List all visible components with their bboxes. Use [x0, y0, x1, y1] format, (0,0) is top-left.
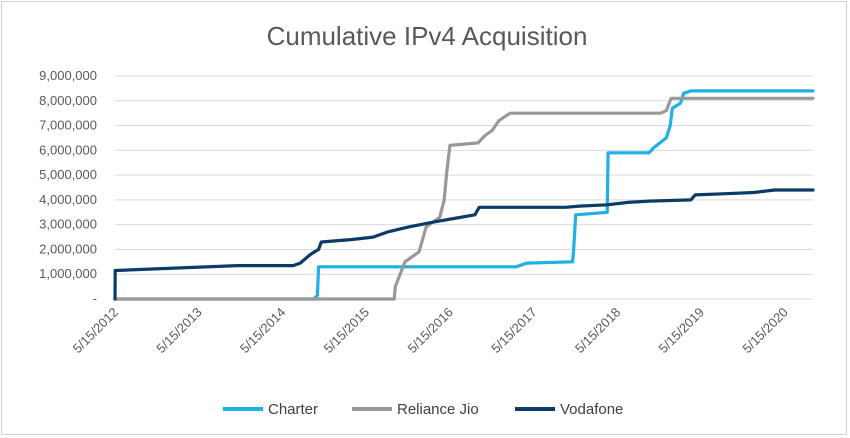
- x-tick-label: 5/15/2018: [572, 305, 624, 357]
- legend: Charter Reliance Jio Vodafone: [223, 401, 623, 418]
- y-tick-label: 8,000,000: [39, 93, 97, 108]
- legend-label: Vodafone: [560, 401, 623, 418]
- y-tick-label: 5,000,000: [39, 167, 97, 182]
- y-tick-label: 3,000,000: [39, 217, 97, 232]
- x-tick-label: 5/15/2015: [321, 305, 373, 357]
- x-tick-label: 5/15/2020: [739, 305, 791, 357]
- legend-label: Charter: [268, 401, 318, 418]
- y-tick-label: 1,000,000: [39, 266, 97, 281]
- series-line-charter: [113, 89, 815, 301]
- legend-label: Reliance Jio: [397, 401, 479, 418]
- series-line-reliance-jio: [113, 96, 815, 301]
- x-tick-label: 5/15/2017: [488, 305, 540, 357]
- y-tick-label: 7,000,000: [39, 118, 97, 133]
- x-tick-label: 5/15/2012: [70, 305, 122, 357]
- series-lines: [113, 89, 815, 301]
- x-tick-label: 5/15/2016: [405, 305, 457, 357]
- x-axis-ticks: 5/15/2012 5/15/2013 5/15/2014 5/15/2015 5/15…: [70, 305, 791, 357]
- series-line-vodafone: [113, 188, 815, 301]
- y-tick-label: 9,000,000: [39, 68, 97, 83]
- y-tick-label: 6,000,000: [39, 142, 97, 157]
- y-tick-label: -: [93, 291, 97, 306]
- x-tick-label: 5/15/2014: [237, 305, 289, 357]
- gridlines: [115, 75, 813, 300]
- y-tick-label: 4,000,000: [39, 192, 97, 207]
- y-axis-ticks: - 1,000,000 2,000,000 3,000,000 4,000,000 5,0…: [39, 68, 97, 306]
- chart-title: Cumulative IPv4 Acquisition: [267, 21, 588, 51]
- x-tick-label: 5/15/2019: [656, 305, 708, 357]
- y-tick-label: 2,000,000: [39, 241, 97, 256]
- x-tick-label: 5/15/2013: [153, 305, 205, 357]
